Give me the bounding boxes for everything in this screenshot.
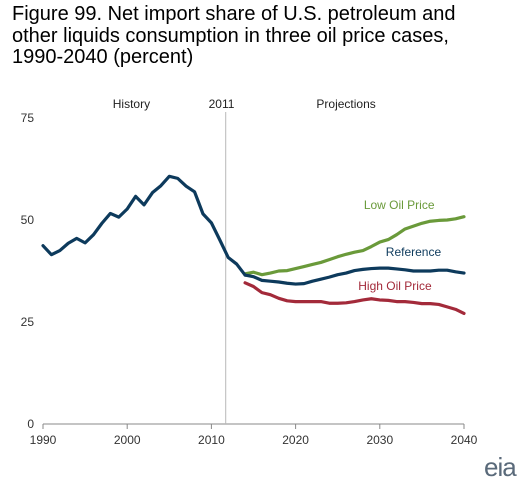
chart-annotation: Projections <box>316 97 375 111</box>
x-tick-label: 2000 <box>114 433 141 447</box>
y-tick-label: 25 <box>21 315 35 329</box>
eia-logo: eia <box>484 452 517 482</box>
chart-series <box>41 174 466 316</box>
chart-title-line-1: Figure 99. Net import share of U.S. petr… <box>12 3 456 25</box>
series-line-reference <box>243 266 466 286</box>
x-tick-label: 1990 <box>30 433 57 447</box>
chart-title-line-3: 1990-2040 (percent) <box>12 46 194 68</box>
y-tick-label: 75 <box>21 111 35 125</box>
x-tick-label: 2010 <box>198 433 225 447</box>
series-label-high-oil-price: High Oil Price <box>358 279 432 293</box>
x-tick-label: 2040 <box>451 433 478 447</box>
series-line-low-oil-price <box>243 215 466 277</box>
series-line-high-oil-price <box>243 281 466 316</box>
series-label-low-oil-price: Low Oil Price <box>364 198 435 212</box>
series-label-reference: Reference <box>386 245 442 259</box>
chart-title-line-2: other liquids consumption in three oil p… <box>12 24 449 47</box>
chart-annotations: History 2011 Projections <box>113 97 376 424</box>
x-tick-label: 2020 <box>282 433 309 447</box>
chart-axes: 1990 2000 2010 2020 2030 2040 0 25 50 75 <box>21 111 478 447</box>
chart-series-labels: Low Oil Price High Oil Price Reference <box>358 198 441 293</box>
series-line-history <box>41 174 247 277</box>
chart-title: Figure 99. Net import share of U.S. petr… <box>12 3 517 69</box>
chart-annotation: 2011 <box>209 97 235 111</box>
x-tick-label: 2030 <box>366 433 393 447</box>
y-tick-label: 50 <box>21 213 35 227</box>
y-tick-label: 0 <box>27 417 34 431</box>
chart-annotation: History <box>113 97 150 111</box>
